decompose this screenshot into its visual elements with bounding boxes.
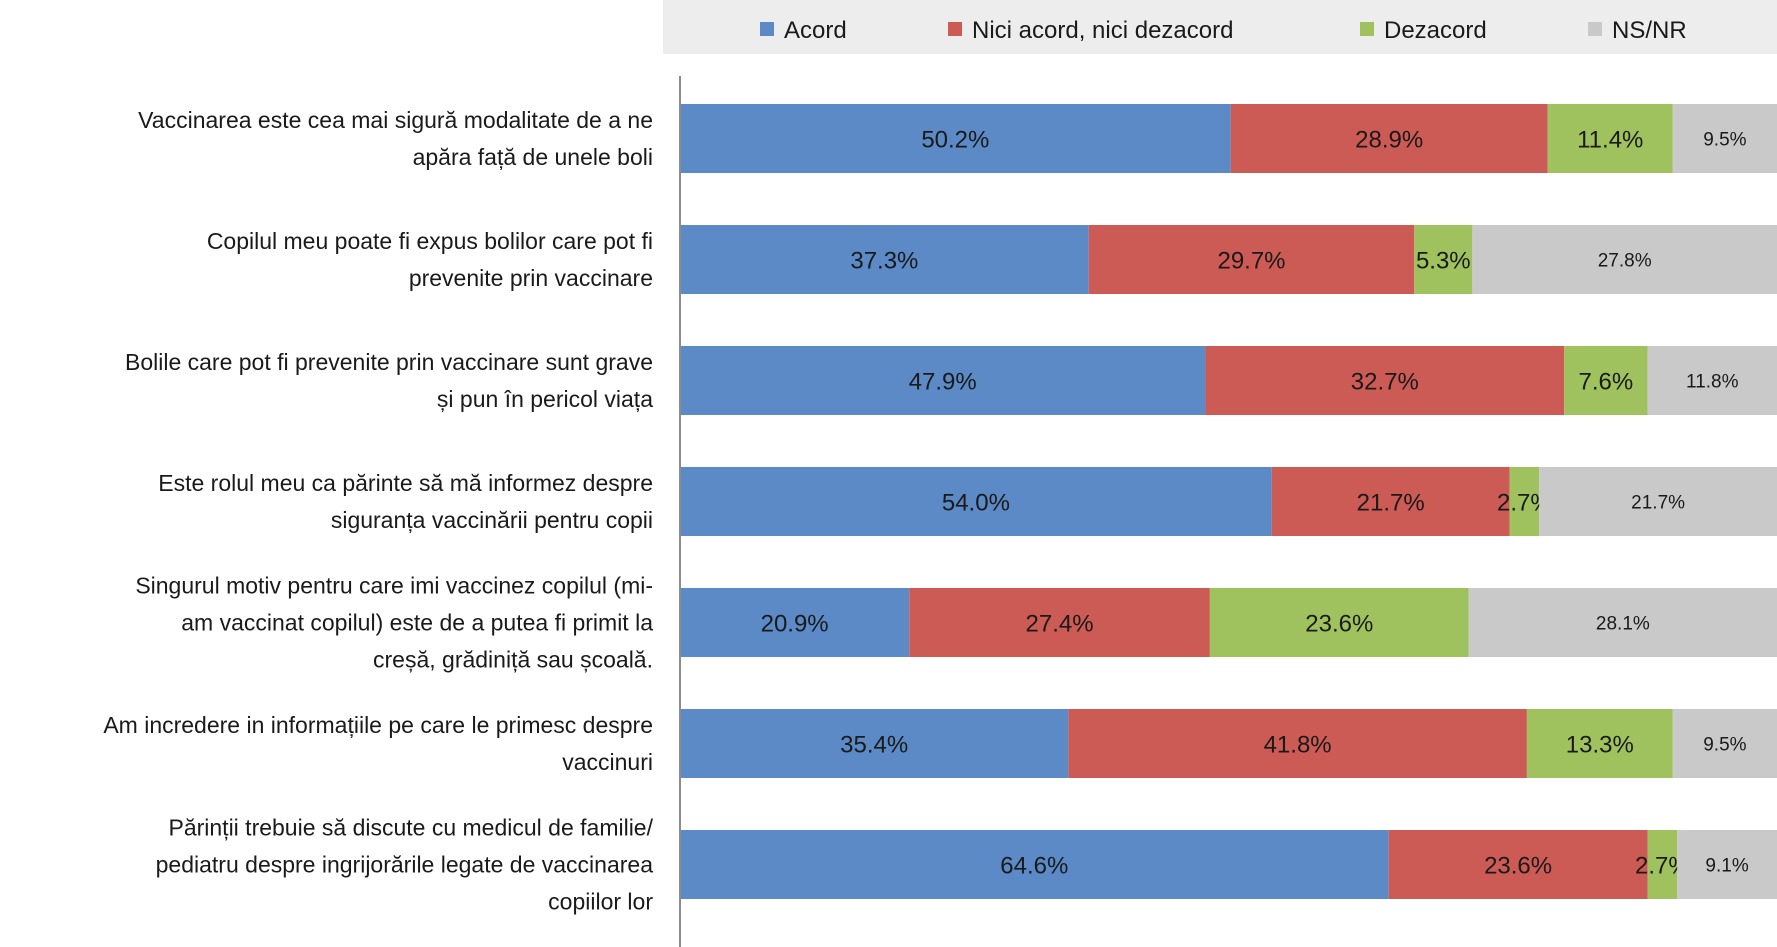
data-label: 27.4% — [1026, 611, 1094, 638]
data-label: 20.9% — [761, 611, 829, 638]
data-label: 13.3% — [1566, 732, 1634, 759]
data-label: 54.0% — [942, 490, 1010, 517]
data-label: 9.1% — [1705, 856, 1748, 877]
bar-segment — [680, 225, 1089, 294]
data-label: 64.6% — [1000, 853, 1068, 880]
data-label: 32.7% — [1351, 369, 1419, 396]
data-label: 28.9% — [1355, 127, 1423, 154]
category-label: Singurul motiv pentru care imi vaccinez … — [135, 573, 653, 673]
bar-segment — [680, 709, 1069, 778]
bar-segment — [1647, 346, 1777, 415]
data-label: 23.6% — [1305, 611, 1373, 638]
category-label: Am incredere in informațiile pe care le … — [103, 712, 653, 775]
bar-segment — [1472, 225, 1777, 294]
data-label: 35.4% — [840, 732, 908, 759]
data-label: 21.7% — [1631, 493, 1685, 514]
bar-segment — [1468, 588, 1777, 657]
bar-segment — [1677, 830, 1777, 899]
bar-segment — [1672, 709, 1777, 778]
data-label: 37.3% — [850, 248, 918, 275]
bar-segment — [680, 830, 1389, 899]
bar-segment — [1088, 225, 1415, 294]
data-label: 23.6% — [1484, 853, 1552, 880]
legend-label: Dezacord — [1384, 17, 1487, 44]
bar-segment — [1526, 709, 1673, 778]
bar-segment — [1388, 830, 1648, 899]
data-label: 9.5% — [1703, 735, 1746, 756]
data-label: 21.7% — [1357, 490, 1425, 517]
legend-label: Acord — [784, 17, 847, 44]
data-label: 11.4% — [1577, 127, 1643, 154]
bar-segment — [1414, 225, 1473, 294]
legend-label: Nici acord, nici dezacord — [972, 17, 1233, 44]
data-label: 47.9% — [909, 369, 977, 396]
bar-segment — [1205, 346, 1565, 415]
category-label: Este rolul meu ca părinte să mă informez… — [158, 470, 653, 533]
data-label: 29.7% — [1217, 248, 1285, 275]
bars: 50.2% 28.9% 11.4% 9.5% 37.3% 29.7% 5.3% 27.8% 47… — [680, 104, 1777, 899]
bar-segment — [1539, 467, 1777, 536]
bar-segment — [1672, 104, 1777, 173]
category-labels: Vaccinarea este cea mai sigură modalitat… — [103, 107, 653, 915]
bar-segment — [1068, 709, 1527, 778]
bar-segment — [909, 588, 1210, 657]
legend-swatch — [1588, 22, 1602, 36]
data-label: 28.1% — [1596, 614, 1650, 635]
bar-segment — [1547, 104, 1673, 173]
bar-segment — [1230, 104, 1548, 173]
bar-segment — [680, 467, 1272, 536]
legend-label: NS/NR — [1612, 17, 1687, 44]
data-label: 5.3% — [1416, 248, 1471, 275]
bar-segment — [1209, 588, 1469, 657]
data-label: 27.8% — [1598, 251, 1652, 272]
category-label: Bolile care pot fi prevenite prin vaccin… — [125, 349, 653, 412]
legend-swatch — [760, 22, 774, 36]
bar-segment — [1647, 830, 1678, 899]
data-label: 11.8% — [1686, 372, 1739, 393]
chart-legend: Acord Nici acord, nici dezacord Dezacord NS… — [663, 0, 1777, 54]
category-label: Copilul meu poate fi expus bolilor care … — [207, 228, 653, 291]
data-label: 9.5% — [1703, 130, 1746, 151]
category-label: Vaccinarea este cea mai sigură modalitat… — [138, 107, 653, 170]
category-label: Părinții trebuie să discute cu medicul d… — [156, 815, 654, 915]
bar-segment — [680, 588, 910, 657]
data-label: 41.8% — [1264, 732, 1332, 759]
bar-segment — [680, 104, 1231, 173]
bar-segment — [1564, 346, 1648, 415]
legend-swatch — [1360, 22, 1374, 36]
bar-segment — [1509, 467, 1540, 536]
data-label: 50.2% — [921, 127, 989, 154]
legend-swatch — [948, 22, 962, 36]
data-label: 7.6% — [1579, 369, 1634, 396]
bar-segment — [680, 346, 1206, 415]
bar-segment — [1271, 467, 1510, 536]
